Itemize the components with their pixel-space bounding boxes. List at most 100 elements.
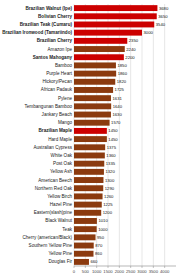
category-label: Australian Cypress (33, 145, 72, 150)
data-label: 1850 (117, 63, 127, 68)
x-tick-label: 1000 (92, 269, 102, 274)
data-label: 1360 (106, 153, 116, 158)
x-tick-label: 3500 (149, 269, 159, 274)
bar (74, 13, 157, 19)
grid-line (164, 4, 165, 266)
bar (74, 54, 124, 60)
data-label: 860 (95, 251, 103, 256)
x-tick-label: 1500 (103, 269, 113, 274)
data-label: 870 (95, 243, 103, 248)
category-label: Northern Red Oak (35, 186, 73, 191)
data-label: 1450 (108, 128, 118, 133)
data-label: 1260 (104, 194, 114, 199)
data-label: 1300 (105, 178, 115, 183)
data-label: 1450 (108, 137, 118, 142)
category-label: Eastern(slash)pine (34, 210, 73, 215)
category-label: Bolivian Cherry (38, 14, 72, 19)
data-label: 660 (90, 259, 98, 264)
bar (74, 136, 107, 142)
data-label: 1375 (107, 145, 117, 150)
bar (74, 87, 113, 93)
grid-line (153, 4, 154, 266)
bar (74, 95, 111, 101)
data-label: 3650 (158, 14, 168, 19)
data-label: 1000 (98, 227, 108, 232)
category-label: Brazilian Cherry (37, 38, 73, 43)
bar (74, 46, 125, 52)
x-tick-labels: 05001000150020002500300035004000 (73, 269, 170, 274)
bar (74, 251, 93, 257)
bar (74, 120, 110, 126)
category-label: Brazilian Walnut (Ipe) (25, 6, 72, 11)
category-label: Tembangunan Bamboo (24, 104, 72, 109)
category-label: Bamboo (55, 63, 73, 68)
category-label: Brazilian Teak (Cumaru) (20, 22, 73, 27)
bar (74, 103, 111, 109)
chart: Brazilian Walnut (Ipe) Bolivian Cherry Bra… (0, 0, 182, 276)
bar (74, 62, 116, 68)
category-labels: Brazilian Walnut (Ipe) Bolivian Cherry Bra… (2, 6, 73, 265)
bar (74, 128, 107, 134)
category-label: Jankary Beach (42, 112, 73, 117)
bar (74, 234, 96, 240)
grid-line (142, 4, 143, 266)
bar (74, 5, 157, 11)
bar (74, 243, 94, 249)
data-labels: 3680365035403000235022402200185018601820… (90, 6, 168, 265)
data-label: 3000 (144, 30, 154, 35)
data-label: 950 (97, 235, 105, 240)
category-label: Amazon Ipe (47, 47, 72, 52)
bar (74, 226, 97, 232)
grid (74, 4, 165, 268)
bar (74, 193, 103, 199)
bar (74, 210, 101, 216)
category-label: Cherry (american/Black) (22, 235, 72, 240)
category-label: Hickory/Pecan (42, 79, 72, 84)
data-label: 1860 (118, 71, 128, 76)
data-label: 1640 (113, 104, 123, 109)
data-label: 2350 (129, 38, 139, 43)
category-label: Post Oak (53, 161, 73, 166)
bar (74, 169, 104, 175)
category-label: Southern Yellow Pine (29, 243, 73, 248)
x-axis-line (74, 266, 176, 267)
category-label: Mango (58, 120, 72, 125)
category-label: Black Walnut (45, 218, 72, 223)
category-label: Douglas Fir (49, 259, 73, 264)
bar (74, 30, 142, 36)
category-label: Pylene (58, 96, 72, 101)
bar (74, 79, 115, 85)
bar (74, 38, 127, 44)
category-label: White Oak (51, 153, 73, 158)
bar (74, 144, 105, 150)
bar (74, 259, 89, 265)
category-label: Yellow Pine (48, 251, 72, 256)
bar (74, 218, 97, 224)
category-label: Yellow Ash (50, 169, 72, 174)
bars (74, 5, 157, 265)
data-label: 1200 (103, 210, 113, 215)
data-label: 2200 (125, 55, 135, 60)
bar (74, 112, 111, 118)
data-label: 1320 (105, 169, 115, 174)
data-label: 1010 (98, 218, 108, 223)
data-label: 3680 (159, 6, 169, 11)
x-tick-label: 3000 (137, 269, 147, 274)
category-label: Brazilian Maple (39, 128, 73, 133)
x-tick-label: 4000 (160, 269, 170, 274)
category-label: African Padauk (41, 87, 73, 92)
data-label: 1631 (112, 96, 122, 101)
category-label: Brazilian Ironwood (Tamariindo) (2, 30, 72, 35)
category-label: American Beech (38, 178, 72, 183)
bar (74, 71, 116, 77)
data-label: 2240 (126, 47, 136, 52)
data-label: 1630 (112, 112, 122, 117)
data-label: 1225 (103, 202, 113, 207)
category-label: Purple Heart (46, 71, 73, 76)
bar (74, 22, 154, 28)
data-label: 1570 (111, 120, 121, 125)
data-label: 1820 (117, 79, 127, 84)
x-tick-label: 500 (82, 269, 90, 274)
data-label: 1335 (106, 161, 116, 166)
x-tick-label: 2500 (126, 269, 136, 274)
